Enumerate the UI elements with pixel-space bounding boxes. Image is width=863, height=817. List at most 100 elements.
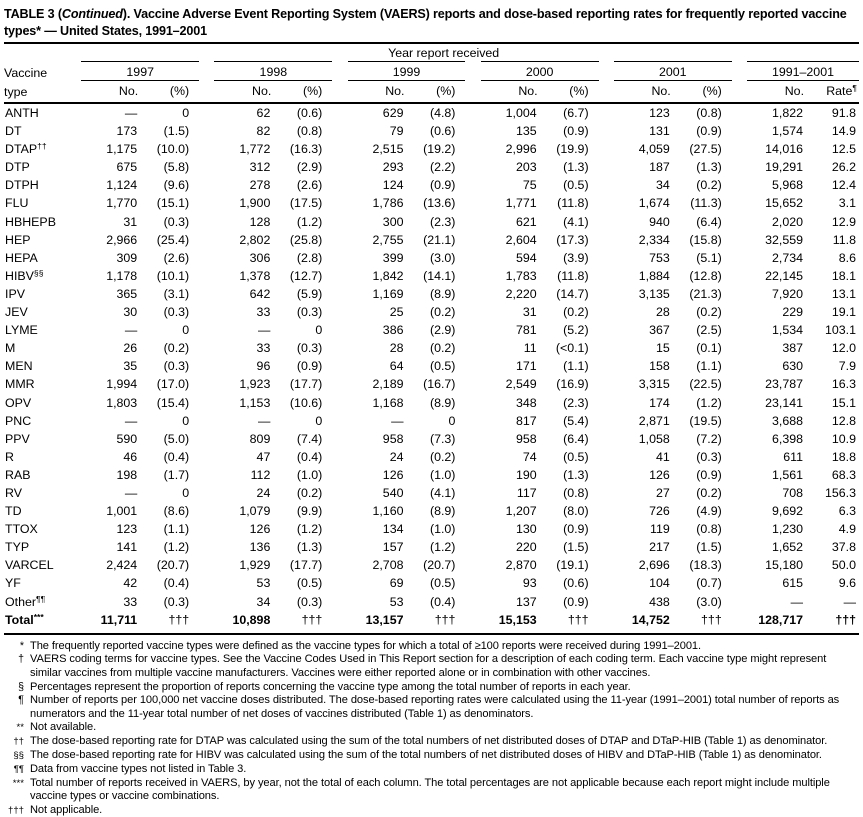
column-gap bbox=[732, 556, 747, 574]
footnote-text: The frequently reported vaccine types we… bbox=[30, 639, 702, 652]
table-row: RV — 0 24 (0.2) 540 (4.1) 117 (0.8) 27 (0.2) 708 156… bbox=[4, 484, 859, 502]
subheader-no-1998: No. bbox=[252, 84, 272, 98]
cell-y1998-pct: (0.8) bbox=[296, 124, 323, 139]
cell-y2000-pct: (0.5) bbox=[563, 178, 589, 193]
cell-y2000-no: 1,207 bbox=[505, 504, 537, 519]
vaccine-type-cell: M bbox=[4, 339, 81, 357]
column-gap bbox=[332, 158, 347, 176]
vaccine-type-label: Other bbox=[5, 594, 36, 609]
cell-y1998-no: 112 bbox=[250, 467, 271, 482]
vaccine-type-label: HEPA bbox=[5, 250, 38, 265]
cell-y1998-pct: (2.8) bbox=[296, 250, 323, 265]
column-gap bbox=[199, 466, 214, 484]
cell-y2001-no: 940 bbox=[649, 214, 670, 229]
column-gap bbox=[599, 303, 614, 321]
column-gap bbox=[599, 285, 614, 303]
cell-y1999-no: 24 bbox=[389, 449, 404, 464]
cell-y1998-pct: (17.5) bbox=[289, 196, 323, 211]
cell-y2000-no: 2,996 bbox=[505, 142, 537, 157]
cell-y2001-pct: (6.4) bbox=[696, 214, 722, 229]
column-gap bbox=[332, 466, 347, 484]
cell-rate: 12.8 bbox=[831, 413, 856, 428]
cell-y2000-pct: (2.3) bbox=[563, 395, 589, 410]
cell-y1997-no: 26 bbox=[123, 341, 138, 356]
cell-y1997-pct: (2.6) bbox=[163, 250, 190, 265]
table-row: HEPA 309 (2.6) 306 (2.8) 399 (3.0) 594 (3.9) 753 (… bbox=[4, 249, 859, 267]
footnote-text: The dose-based reporting rate for DTAP w… bbox=[30, 735, 828, 748]
cell-y1999-no: 540 bbox=[382, 485, 404, 500]
vaccine-type-label: YF bbox=[5, 576, 21, 591]
cell-y2000-no: 31 bbox=[522, 305, 537, 320]
cell-y2000-no: 135 bbox=[515, 124, 537, 139]
cell-y2000-no: 93 bbox=[522, 576, 537, 591]
cell-total-no: 6,398 bbox=[772, 431, 804, 446]
cell-y1998-pct: (2.9) bbox=[296, 160, 323, 175]
cell-rate: 156.3 bbox=[824, 485, 856, 500]
cell-total-no: 611 bbox=[783, 449, 804, 464]
vaccine-type-cell: HEPA bbox=[4, 249, 81, 267]
column-gap bbox=[599, 194, 614, 212]
cell-y2000-pct: (5.4) bbox=[563, 413, 589, 428]
column-gap bbox=[332, 194, 347, 212]
cell-y2001-pct: (27.5) bbox=[689, 142, 722, 157]
footnote-marker: *** bbox=[12, 777, 24, 789]
cell-y2001-no: 158 bbox=[649, 359, 670, 374]
cell-y1997-no: 198 bbox=[116, 467, 138, 482]
cell-y1997-no: 123 bbox=[116, 522, 138, 537]
vaccine-type-cell: HEP bbox=[4, 231, 81, 249]
footnote-marker: ** bbox=[16, 722, 24, 734]
cell-y1998-no: 1,923 bbox=[239, 377, 271, 392]
column-gap bbox=[732, 267, 747, 285]
column-gap bbox=[199, 394, 214, 412]
table-row: DTP 675 (5.8) 312 (2.9) 293 (2.2) 203 (1.3) 187 (1… bbox=[4, 158, 859, 176]
column-gap bbox=[465, 556, 480, 574]
cell-rate: 8.6 bbox=[838, 250, 856, 265]
cell-total-no: 23,141 bbox=[765, 395, 804, 410]
vaccine-type-cell: LYME bbox=[4, 321, 81, 339]
table-row: PPV 590 (5.0) 809 (7.4) 958 (7.3) 958 (6.4) 1,058… bbox=[4, 430, 859, 448]
cell-y1998-pct: (10.6) bbox=[289, 395, 323, 410]
vaccine-header-line2: type bbox=[4, 85, 28, 99]
column-gap bbox=[732, 484, 747, 502]
cell-y1999-no: 293 bbox=[382, 160, 404, 175]
cell-total-no: 23,787 bbox=[765, 377, 804, 392]
column-gap bbox=[599, 611, 614, 630]
column-gap bbox=[199, 520, 214, 538]
cell-y2001-no: 726 bbox=[649, 504, 670, 519]
cell-y1997-no: — bbox=[124, 106, 138, 120]
table-row: HIBV§§ 1,178 (10.1) 1,378 (12.7) 1,842 (14.1) 1… bbox=[4, 267, 859, 285]
column-gap bbox=[465, 158, 480, 176]
subheader-rate-label: Rate bbox=[826, 84, 853, 98]
cell-y1997-no: 1,770 bbox=[106, 196, 138, 211]
column-gap bbox=[599, 375, 614, 393]
cell-y1999-no: 28 bbox=[389, 341, 404, 356]
cell-y2001-pct: (0.9) bbox=[696, 467, 722, 482]
footnote-item: ** Not available. bbox=[4, 721, 859, 734]
cell-y1999-pct: (0.2) bbox=[429, 305, 456, 320]
cell-y1998-pct: (16.3) bbox=[289, 142, 323, 157]
cell-total-no: 128,717 bbox=[758, 612, 804, 627]
cell-y2000-no: 958 bbox=[515, 431, 537, 446]
column-gap bbox=[332, 321, 347, 339]
cell-rate: 3.1 bbox=[838, 196, 856, 211]
cell-y1997-pct: ††† bbox=[168, 612, 190, 627]
vaccine-type-cell: DTAP†† bbox=[4, 140, 81, 158]
cell-y1999-pct: (1.2) bbox=[429, 540, 456, 555]
table-row: PNC — 0 — 0 — 0 817 (5.4) 2,871 (19.5) 3,688 12.8 bbox=[4, 412, 859, 430]
cell-rate: 50.0 bbox=[831, 558, 856, 573]
cell-y2001-no: 1,058 bbox=[638, 431, 670, 446]
column-gap bbox=[332, 122, 347, 140]
column-gap bbox=[332, 502, 347, 520]
cell-y1997-pct: (0.3) bbox=[163, 214, 190, 229]
vaccine-type-cell: YF bbox=[4, 574, 81, 592]
column-gap bbox=[599, 267, 614, 285]
subheader-no-total: No. bbox=[784, 84, 805, 98]
column-gap bbox=[732, 339, 747, 357]
vaccine-footnote-mark: †† bbox=[37, 141, 47, 152]
cell-y2001-pct: (21.3) bbox=[689, 286, 722, 301]
cell-y1997-pct: (0.4) bbox=[163, 449, 190, 464]
column-gap bbox=[465, 140, 480, 158]
cell-y1997-no: 31 bbox=[123, 214, 138, 229]
column-gap bbox=[599, 122, 614, 140]
table-row: DTPH 1,124 (9.6) 278 (2.6) 124 (0.9) 75 (0.5) 34 (… bbox=[4, 176, 859, 194]
